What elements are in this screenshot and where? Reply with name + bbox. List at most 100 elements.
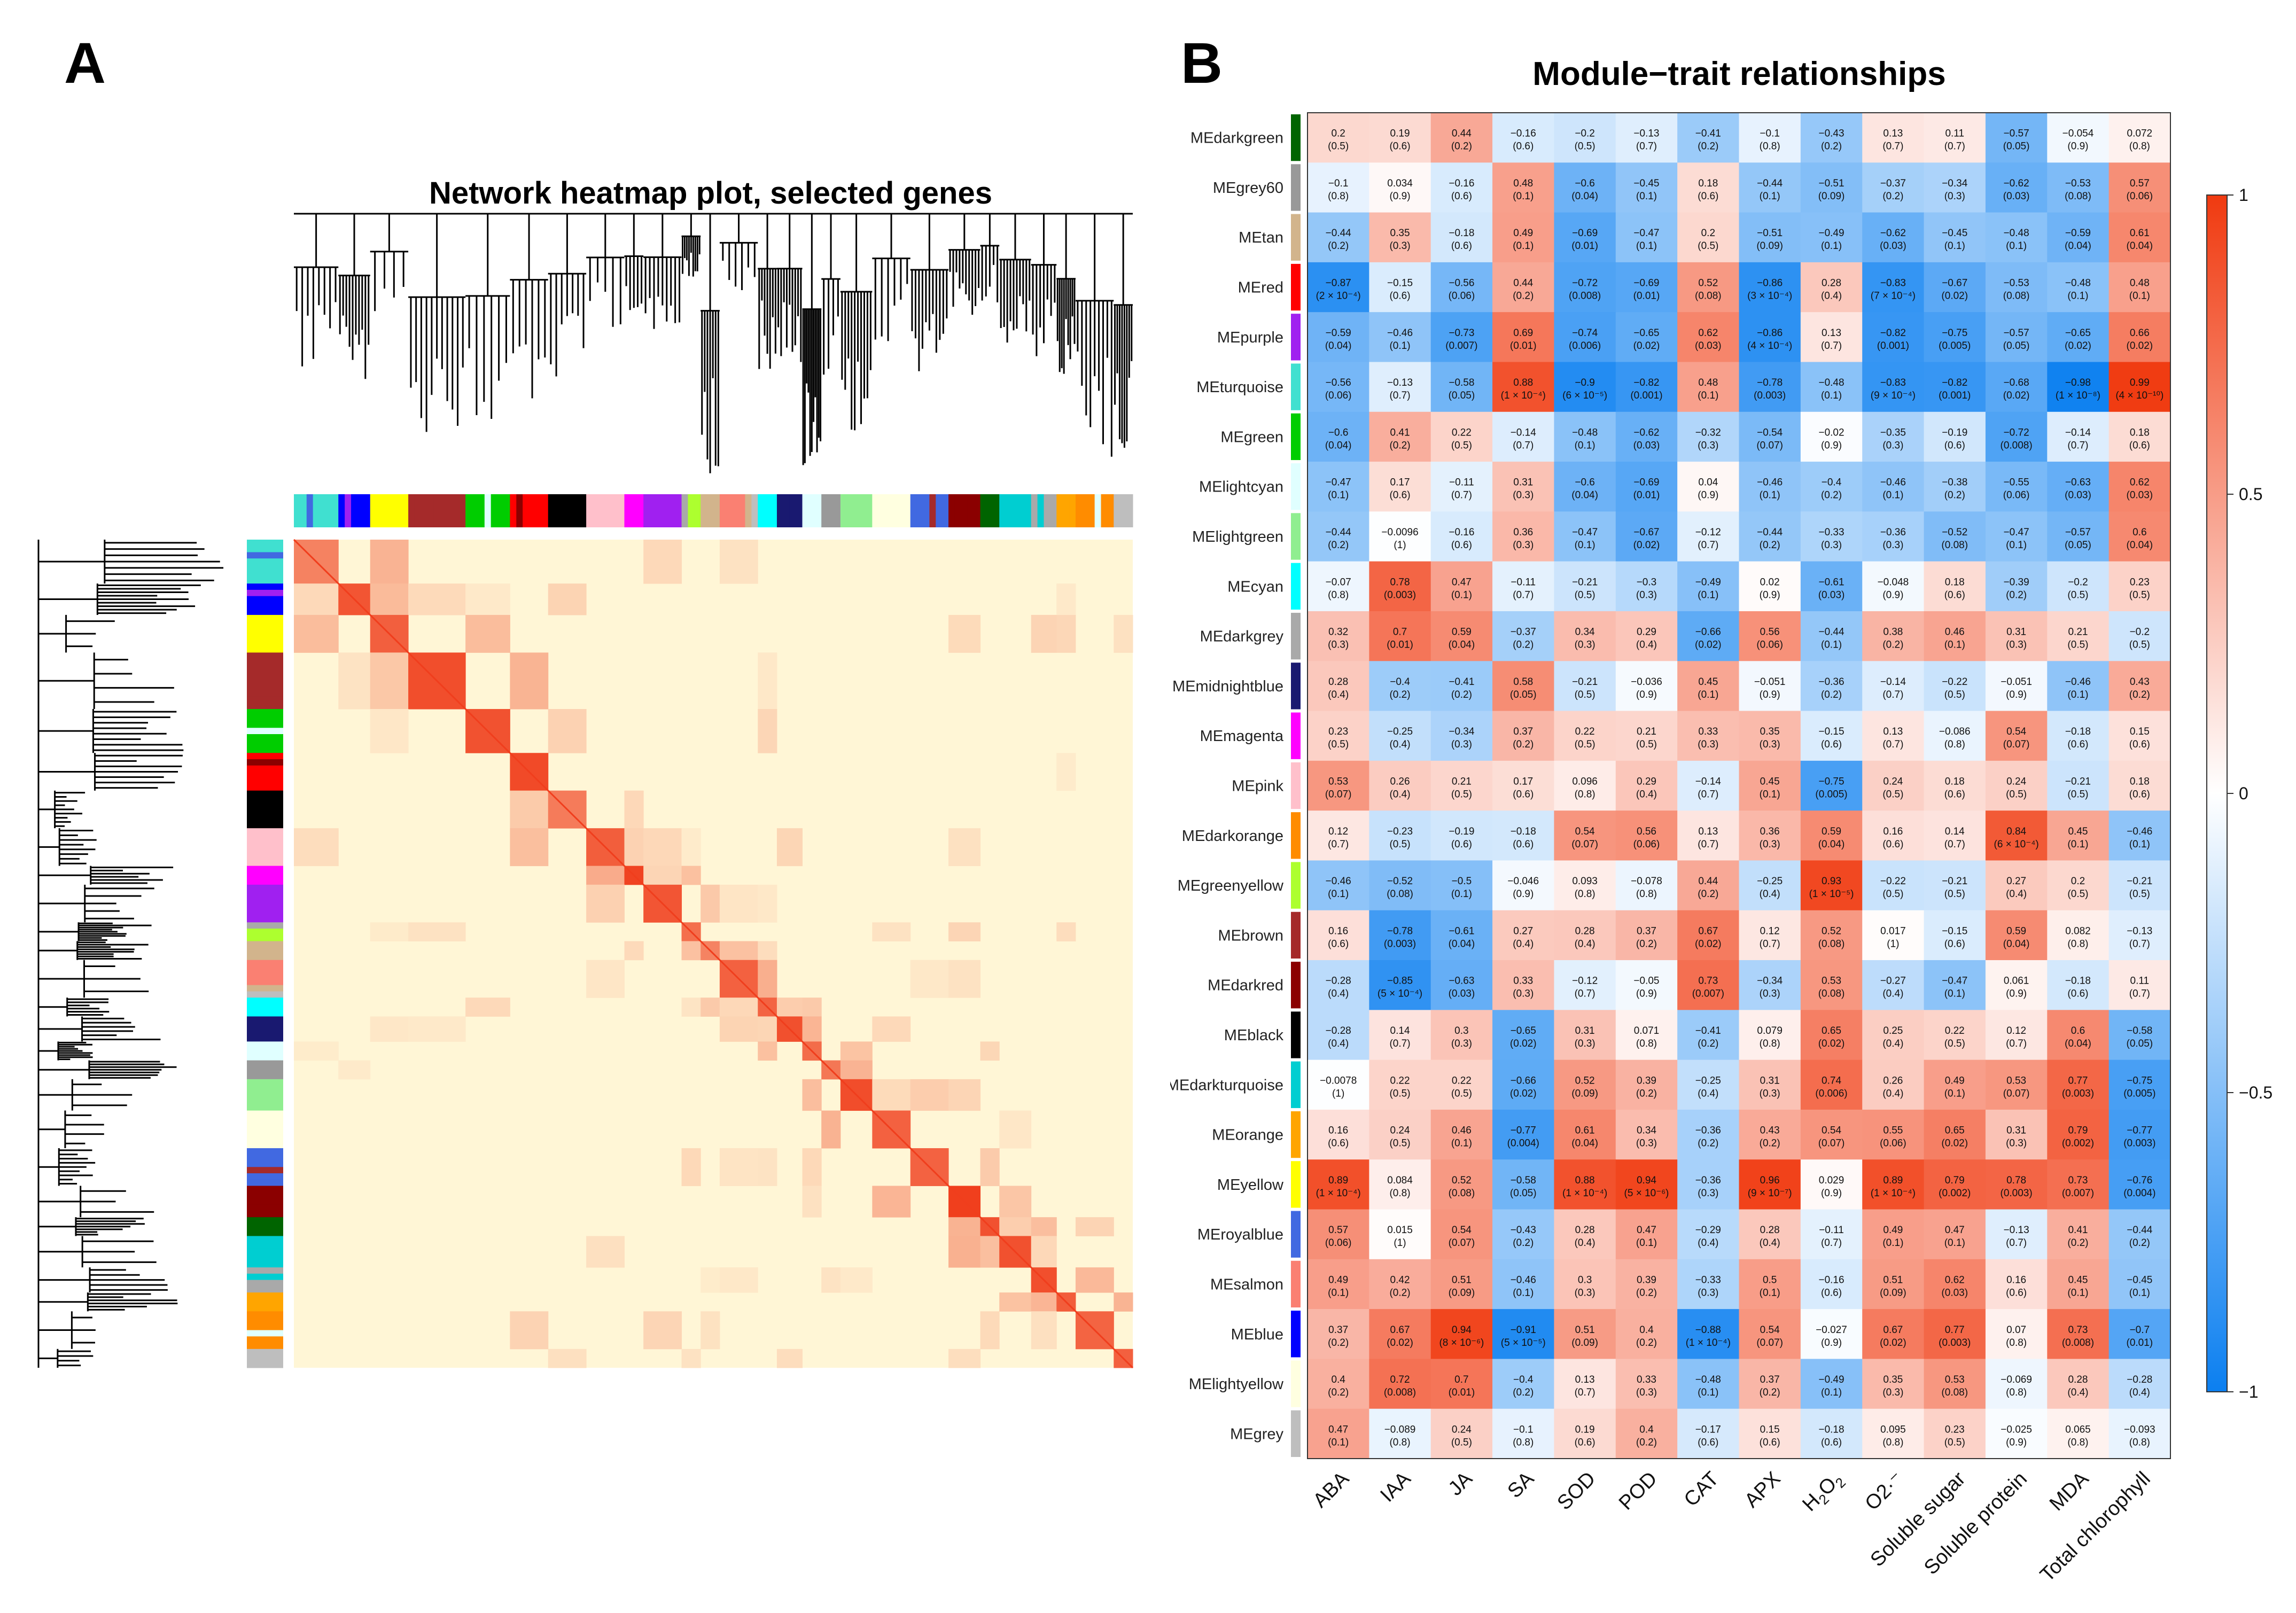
cell-correlation-label: 0.48 [2130,278,2150,289]
cell-correlation-label: 0.2 [1701,228,1715,239]
cell-pvalue-label: (0.5) [2067,640,2088,651]
cell-correlation-label: −0.25 [1387,726,1413,737]
top-module-colorbar-segment [834,494,841,527]
top-module-colorbar-segment [967,494,975,527]
cell-correlation-label: 0.31 [2006,627,2026,638]
cell-pvalue-label: (0.1) [2129,839,2150,850]
cell-pvalue-label: (0.3) [2006,640,2027,651]
cell-correlation-label: −0.15 [1942,925,1967,937]
heatmap-cell [1369,1408,1431,1459]
cell-correlation-label: −0.58 [1449,377,1474,388]
cell-pvalue-label: (0.1) [1760,490,1780,501]
cell-pvalue-label: (0.4) [1636,789,1657,800]
tom-block [681,1148,701,1186]
heatmap-cell [1554,362,1616,412]
cell-correlation-label: −0.41 [1449,676,1474,688]
cell-correlation-label: −0.35 [1880,427,1906,438]
left-module-colorbar-segment [247,1298,283,1306]
heatmap-cell [1739,1109,1801,1160]
heatmap-cell [2108,462,2171,512]
left-module-colorbar-segment [247,960,283,967]
cell-pvalue-label: (0.9) [2006,988,2027,1000]
heatmap-cell [1369,113,1431,163]
cell-correlation-label: −0.7 [2130,1324,2150,1336]
cell-correlation-label: 0.084 [1387,1175,1413,1186]
top-module-colorbar-segment [548,494,555,527]
cell-pvalue-label: (0.5) [1944,1437,1965,1448]
tom-block [948,1079,981,1111]
heatmap-cell [1985,661,2048,712]
top-module-colorbar-segment [529,494,536,527]
cell-pvalue-label: (0.5) [2067,889,2088,900]
heatmap-cell [1924,1059,1986,1110]
cell-pvalue-label: (0.8) [1389,1437,1410,1448]
cell-correlation-label: −0.46 [1880,477,1906,488]
top-module-colorbar-segment [948,494,955,527]
left-module-colorbar-segment [247,991,283,998]
cell-pvalue-label: (0.5) [2067,789,2088,800]
tom-block [719,1148,758,1186]
tom-block [586,866,625,885]
tom-matrix-cells [294,540,1133,1368]
heatmap-cell [1677,1209,1740,1260]
tom-block [681,1349,701,1368]
cell-correlation-label: 0.065 [2065,1424,2091,1435]
cell-correlation-label: 0.54 [1760,1324,1780,1336]
cell-correlation-label: −0.21 [1572,676,1598,688]
heatmap-cell [1677,162,1740,213]
heatmap-cell [2047,661,2110,712]
left-module-colorbar-segment [247,954,283,961]
row-label: MEsalmon [1210,1276,1283,1293]
cell-correlation-label: 0.034 [1387,178,1413,189]
cell-pvalue-label: (0.3) [1698,440,1718,451]
cell-pvalue-label: (0.02) [1387,1337,1413,1349]
heatmap-cell [2047,860,2110,911]
heatmap-cell [1739,462,1801,512]
cell-correlation-label: −0.86 [1757,328,1783,339]
tom-block [999,1186,1032,1218]
cell-correlation-label: 0.18 [1945,576,1965,588]
left-module-colorbar-segment [247,621,283,628]
cell-correlation-label: 0.22 [1452,1075,1472,1086]
tom-block [980,1148,1000,1186]
colorbar-tick-label: −0.5 [2239,1083,2272,1102]
cell-correlation-label: 0.94 [1637,1175,1656,1186]
top-module-colorbar-segment [478,494,485,527]
cell-correlation-label: −0.025 [2001,1424,2032,1435]
heatmap-cell [1492,811,1555,861]
heatmap-cell [1800,960,1863,1010]
tom-block [701,998,720,1017]
heatmap-cell [1924,1109,1986,1160]
cell-pvalue-label: (0.6) [1944,440,1965,451]
top-module-colorbar-segment [764,494,771,527]
cell-correlation-label: 0.56 [1760,627,1780,638]
cell-pvalue-label: (0.6) [2129,739,2150,750]
cell-pvalue-label: (0.9) [1513,889,1534,900]
cell-correlation-label: 0.94 [1452,1324,1472,1336]
left-module-colorbar-segment [247,828,283,835]
heatmap-cell [1739,811,1801,861]
tom-block [1056,753,1076,791]
cell-pvalue-label: (0.2) [1636,1088,1657,1099]
cell-pvalue-label: (0.9) [1821,1188,1842,1199]
heatmap-cell [1862,411,1925,462]
cell-correlation-label: −0.4 [1390,676,1410,688]
cell-pvalue-label: (0.04) [1571,191,1598,202]
cell-pvalue-label: (0.4) [2129,1387,2150,1398]
heatmap-cell [1862,1359,1925,1409]
tom-block [643,828,682,867]
cell-correlation-label: 0.017 [1880,925,1906,937]
heatmap-cell [2047,411,2110,462]
tom-block [999,1292,1032,1312]
module-color-swatch [1291,164,1301,211]
tom-block [294,614,339,653]
heatmap-cell [1307,760,1369,811]
cell-pvalue-label: (0.3) [1882,540,1903,551]
cell-correlation-label: 0.62 [1945,1274,1965,1285]
cell-pvalue-label: (0.1) [1389,340,1410,352]
cell-correlation-label: −0.036 [1631,676,1662,688]
left-module-colorbar-segment [247,659,283,666]
top-module-colorbar-segment [313,494,320,527]
cell-pvalue-label: (0.08) [1818,938,1845,949]
heatmap-cell [1924,1209,1986,1260]
